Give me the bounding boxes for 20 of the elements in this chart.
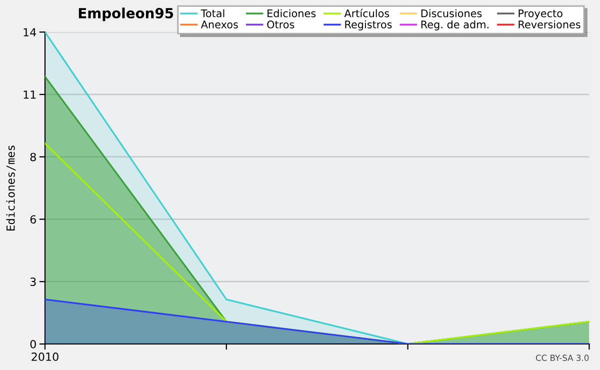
legend-label: Reg. de adm.	[421, 20, 488, 30]
y-tick-label: 11	[24, 90, 36, 99]
y-tick-label: 6	[30, 215, 36, 224]
y-tick-label: 8	[30, 152, 36, 162]
legend-label: Artículos	[344, 8, 390, 18]
legend-label: Reversiones	[518, 20, 580, 28]
legend-label: Total	[200, 9, 224, 18]
y-tick-label: 3	[30, 278, 36, 286]
y-tick-label: 0	[30, 340, 36, 348]
x-tick-label: 2010	[32, 352, 58, 361]
legend-label: Proyecto	[518, 10, 562, 20]
legend-label: Ediciones	[268, 9, 316, 18]
text: CC BY-SA 3.0	[536, 354, 589, 361]
legend-label: Registros	[345, 20, 392, 30]
chart-title: Empoleon95	[78, 8, 174, 22]
legend-label: Otros	[267, 20, 294, 28]
legend-label: Anexos	[200, 20, 238, 28]
y-tick-label: 14	[24, 28, 36, 36]
y-axis-title: Ediciones/mes	[6, 146, 16, 230]
legend-label: Discusiones	[421, 9, 482, 18]
